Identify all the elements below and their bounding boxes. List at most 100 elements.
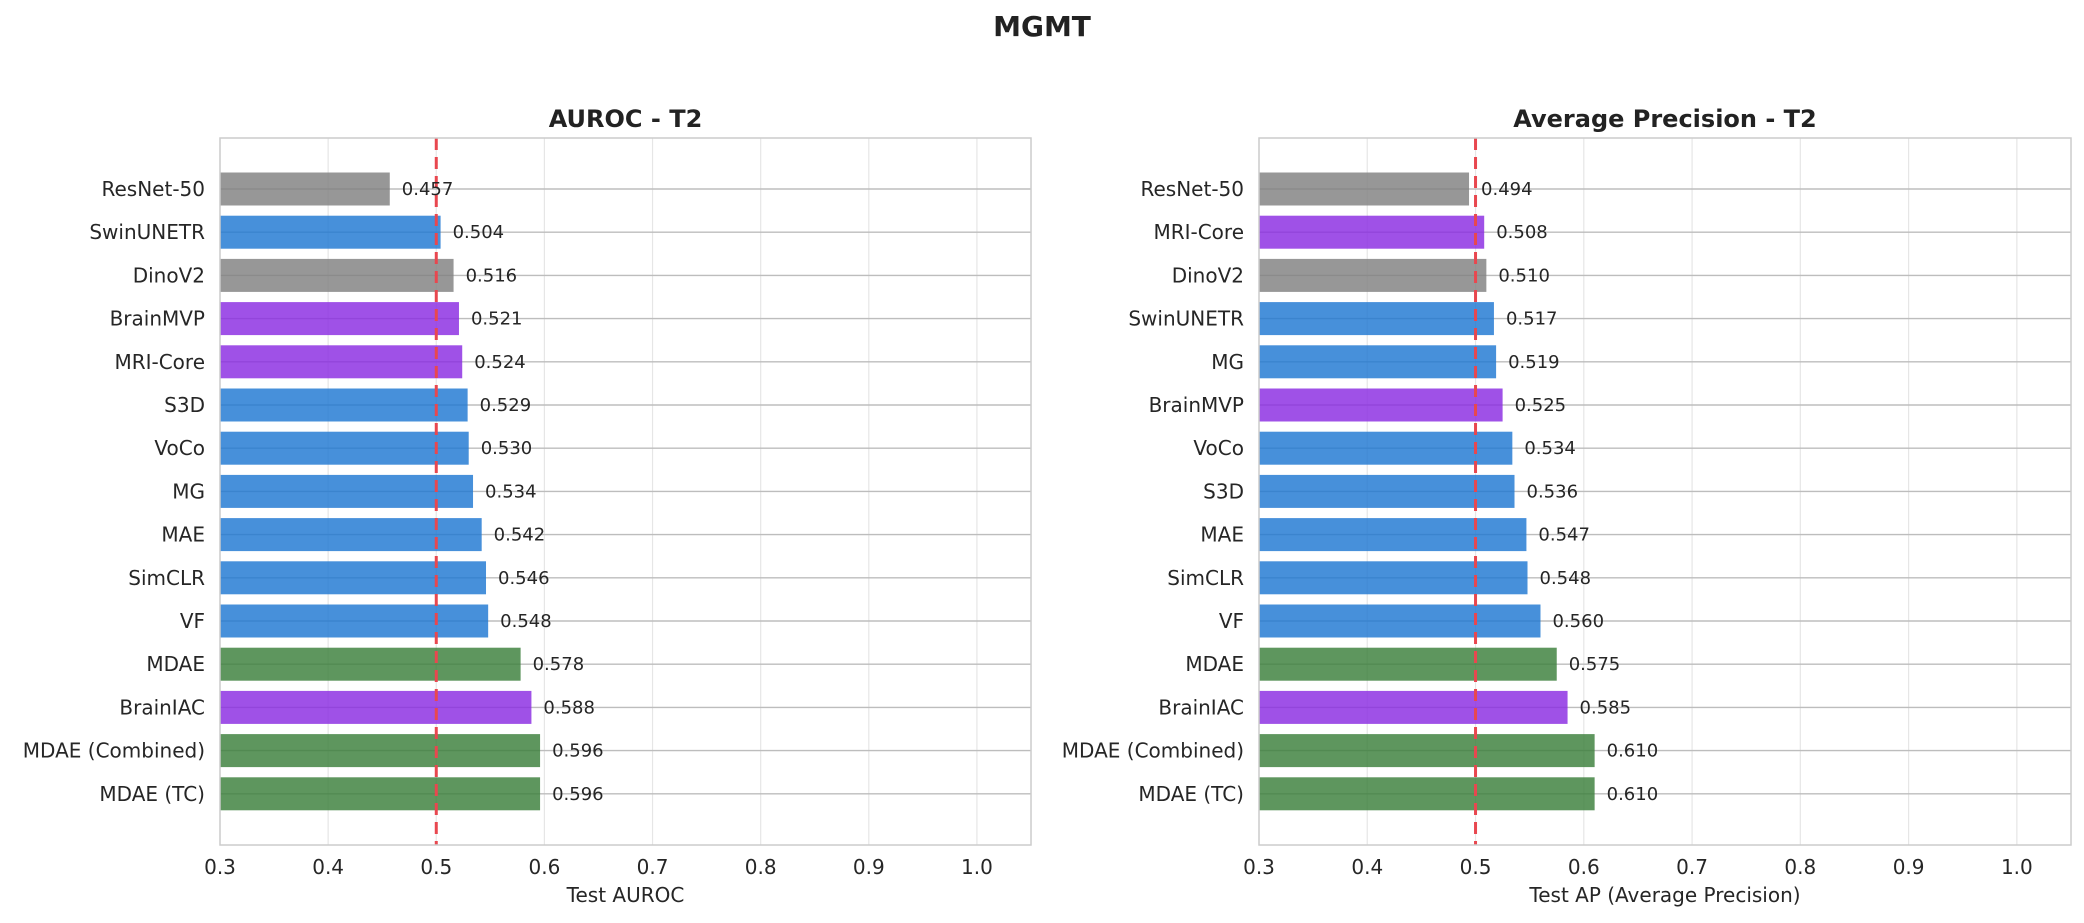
panel-1-x-tick-label-3: 0.6	[528, 855, 560, 879]
panel-1-category-label-0: ResNet-50	[102, 177, 206, 201]
panel-2-bar-10	[1259, 604, 1541, 638]
panel-1-bar-7	[220, 474, 474, 508]
figure-title: MGMT	[993, 10, 1091, 43]
panel-2-bar-8	[1259, 518, 1527, 552]
panel-2-data-label-10: 0.560	[1552, 611, 1604, 632]
panel-2-category-label-9: SimCLR	[1167, 566, 1244, 590]
panel-1-x-tick-label-5: 0.8	[745, 855, 777, 879]
panel-2-bar-2	[1259, 258, 1487, 292]
panel-2-bar-11	[1259, 647, 1557, 681]
panel-2-category-label-10: VF	[1219, 609, 1244, 633]
panel-1-data-label-5: 0.529	[480, 395, 532, 416]
panel-2-bar-13	[1259, 734, 1595, 768]
panel-2-data-label-14: 0.610	[1607, 784, 1659, 805]
panel-1-bar-0	[220, 172, 390, 206]
panel-2-category-label-11: MDAE	[1185, 652, 1244, 676]
panel-1-data-label-1: 0.504	[453, 222, 505, 243]
panel-1-category-label-12: BrainIAC	[119, 695, 205, 719]
panel-2-data-label-4: 0.519	[1508, 352, 1560, 373]
panel-1-data-label-14: 0.596	[552, 784, 604, 805]
panel-2-bar-9	[1259, 561, 1528, 595]
panel-2-data-label-0: 0.494	[1481, 179, 1533, 200]
panel-2-bar-14	[1259, 777, 1595, 811]
panel-1-title: AUROC - T2	[549, 105, 703, 133]
panel-1-data-label-10: 0.548	[500, 611, 552, 632]
panel-1-bar-4	[220, 345, 463, 379]
panel-2-frame	[1258, 137, 2072, 846]
panel-2-data-label-1: 0.508	[1496, 222, 1548, 243]
panel-2-data-label-7: 0.536	[1527, 481, 1579, 502]
panel-2-x-tick-label-0: 0.3	[1243, 855, 1275, 879]
panel-1-data-label-4: 0.524	[474, 352, 526, 373]
panel-1-bar-2	[220, 258, 454, 292]
panel-2-category-label-3: SwinUNETR	[1128, 307, 1244, 331]
panel-1-data-label-8: 0.542	[494, 525, 546, 546]
panel-1-data-label-0: 0.457	[402, 179, 454, 200]
panel-2-bar-6	[1259, 431, 1513, 465]
panel-2-bar-4	[1259, 345, 1497, 379]
panel-1-data-label-3: 0.521	[471, 309, 523, 330]
panel-1-bar-14	[220, 777, 541, 811]
panel-1-category-label-3: BrainMVP	[110, 307, 205, 331]
panel-2-x-tick-label-3: 0.6	[1568, 855, 1600, 879]
panel-1-bar-1	[220, 215, 441, 249]
panel-2-x-tick-label-2: 0.5	[1460, 855, 1492, 879]
panel-2-data-label-9: 0.548	[1540, 568, 1592, 589]
panel-1-bar-12	[220, 690, 532, 724]
panel-1-bar-10	[220, 604, 489, 638]
panel-2-data-label-8: 0.547	[1538, 525, 1590, 546]
panel-1-bar-3	[220, 302, 459, 336]
panel-2-category-label-6: VoCo	[1193, 436, 1244, 460]
panel-2-category-label-1: MRI-Core	[1153, 220, 1244, 244]
panel-1-data-label-2: 0.516	[466, 265, 518, 286]
panel-1-data-label-11: 0.578	[533, 654, 585, 675]
panel-2-data-label-13: 0.610	[1607, 741, 1659, 762]
panel-2-data-label-2: 0.510	[1498, 265, 1550, 286]
panel-1-category-label-8: MAE	[161, 523, 205, 547]
panel-2-x-tick-label-6: 0.9	[1893, 855, 1925, 879]
panel-2-bar-12	[1259, 690, 1568, 724]
panel-2-category-label-0: ResNet-50	[1141, 177, 1245, 201]
panel-2-data-label-12: 0.585	[1580, 697, 1632, 718]
panel-2-x-tick-label-4: 0.7	[1676, 855, 1708, 879]
panel-1-x-tick-label-4: 0.7	[637, 855, 669, 879]
panel-1-category-label-4: MRI-Core	[114, 350, 205, 374]
panel-1-x-tick-label-7: 1.0	[961, 855, 993, 879]
panel-1-category-label-1: SwinUNETR	[89, 220, 205, 244]
panel-2-bar-1	[1259, 215, 1485, 249]
panel-1-data-label-12: 0.588	[543, 697, 595, 718]
panel-1-x-tick-label-2: 0.5	[420, 855, 452, 879]
panel-1-data-label-7: 0.534	[485, 481, 537, 502]
panel-2-category-label-2: DinoV2	[1172, 263, 1244, 287]
panel-1-x-axis-label: Test AUROC	[566, 883, 685, 907]
panel-1-category-label-13: MDAE (Combined)	[23, 739, 205, 763]
panel-2-category-label-4: MG	[1211, 350, 1244, 374]
panel-1-category-label-11: MDAE	[146, 652, 205, 676]
panel-2-data-label-3: 0.517	[1506, 309, 1558, 330]
panel-1-bar-11	[220, 647, 521, 681]
panel-1-category-label-10: VF	[180, 609, 205, 633]
panel-2-bar-5	[1259, 388, 1503, 422]
panel-1-data-label-13: 0.596	[552, 741, 604, 762]
panel-1-category-label-14: MDAE (TC)	[99, 782, 205, 806]
panel-1-bar-5	[220, 388, 468, 422]
panel-2-category-label-13: MDAE (Combined)	[1062, 739, 1244, 763]
panel-1-frame	[219, 137, 1032, 846]
panel-2-category-label-5: BrainMVP	[1149, 393, 1244, 417]
panel-1-bar-13	[220, 734, 541, 768]
panel-1-category-label-6: VoCo	[154, 436, 205, 460]
panel-1-data-label-6: 0.530	[481, 438, 533, 459]
panel-2-bar-7	[1259, 474, 1515, 508]
panel-1-x-tick-label-0: 0.3	[204, 855, 236, 879]
panel-1-category-label-2: DinoV2	[133, 263, 205, 287]
panel-1-category-label-7: MG	[172, 479, 205, 503]
panel-1-x-tick-label-1: 0.4	[312, 855, 344, 879]
panel-2-bar-3	[1259, 302, 1494, 336]
panel-2-title: Average Precision - T2	[1513, 105, 1816, 133]
panel-1-category-label-5: S3D	[164, 393, 205, 417]
panel-2-bar-0	[1259, 172, 1470, 206]
panel-2-x-axis-label: Test AP (Average Precision)	[1528, 883, 1800, 907]
panel-2-x-tick-label-7: 1.0	[2001, 855, 2033, 879]
